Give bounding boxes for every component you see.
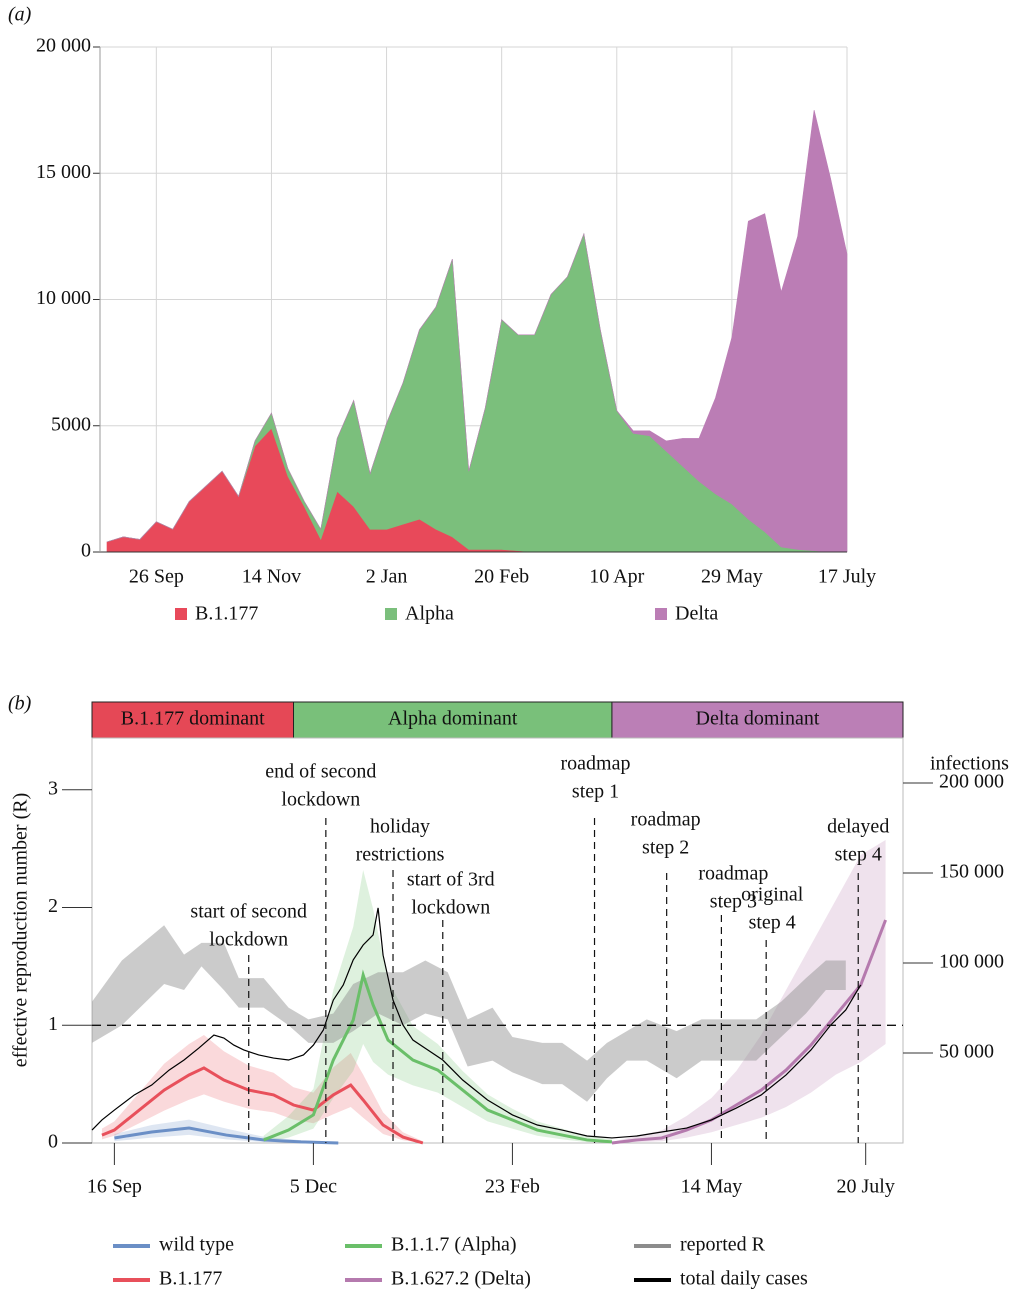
legend-label: B.1.177 bbox=[195, 603, 258, 625]
x-tick-label: 20 Feb bbox=[474, 566, 529, 588]
annotation-label: start of 3rd bbox=[407, 869, 495, 891]
annotation-label: end of second bbox=[265, 761, 376, 783]
area bbox=[106, 110, 848, 553]
legend-label: Alpha bbox=[405, 603, 454, 625]
series-line bbox=[101, 1066, 424, 1145]
y-tick-label: 3 bbox=[48, 777, 58, 799]
y2-tick-label: 100 000 bbox=[939, 951, 1004, 973]
x-tick-label: 29 May bbox=[701, 566, 763, 588]
x-tick-label: 14 Nov bbox=[242, 566, 301, 588]
annotation-label: step 1 bbox=[572, 781, 619, 803]
annotation-label: lockdown bbox=[281, 789, 360, 811]
period-label: B.1.177 dominant bbox=[121, 708, 265, 730]
y-tick-label: 2 bbox=[48, 895, 58, 917]
y-tick-label: 0 bbox=[48, 1131, 58, 1153]
x-tick-label: 5 Dec bbox=[290, 1176, 337, 1198]
x-tick-label: 23 Feb bbox=[485, 1176, 540, 1198]
y2-tick-label: 50 000 bbox=[939, 1041, 994, 1063]
legend-swatch bbox=[655, 608, 667, 620]
legend-label: B.1.627.2 (Delta) bbox=[391, 1268, 531, 1290]
y-tick-label: 10 000 bbox=[36, 287, 91, 309]
annotation-label: roadmap bbox=[631, 809, 701, 831]
series-line bbox=[114, 1126, 339, 1145]
annotation-label: step 4 bbox=[749, 912, 796, 934]
x-tick-label: 14 May bbox=[681, 1176, 743, 1198]
uncertainty-band bbox=[92, 925, 846, 1102]
period-label: Delta dominant bbox=[696, 708, 820, 730]
uncertainty-band bbox=[263, 869, 612, 1143]
legend-swatch bbox=[175, 608, 187, 620]
annotation-label: delayed bbox=[827, 816, 889, 838]
y-tick-label: 15 000 bbox=[36, 161, 91, 183]
annotation-label: start of second bbox=[190, 901, 307, 923]
y-tick-label: 0 bbox=[81, 540, 91, 562]
annotation-label: lockdown bbox=[411, 897, 490, 919]
y2-tick-label: 200 000 bbox=[939, 771, 1004, 793]
period-band bbox=[611, 701, 904, 739]
annotation-label: restrictions bbox=[356, 844, 445, 866]
panel-label: (a) bbox=[8, 4, 32, 26]
series-line bbox=[611, 919, 887, 1145]
y2-axis-title: infections bbox=[930, 753, 1009, 775]
legend-label: Delta bbox=[675, 603, 718, 625]
annotation-label: step 2 bbox=[642, 837, 689, 859]
y-tick-label: 5000 bbox=[51, 413, 91, 435]
legend-swatch bbox=[385, 608, 397, 620]
series-line bbox=[263, 969, 613, 1144]
series-line bbox=[91, 907, 862, 1139]
uncertainty-band bbox=[114, 1119, 339, 1143]
annotation-label: lockdown bbox=[209, 929, 288, 951]
annotation-label: step 3 bbox=[710, 891, 757, 913]
y-axis-title: effective reproduction number (R) bbox=[10, 793, 32, 1068]
y-tick-label: 1 bbox=[48, 1013, 58, 1035]
legend-label: B.1.177 bbox=[159, 1268, 222, 1290]
x-tick-label: 2 Jan bbox=[366, 566, 408, 588]
x-tick-label: 26 Sep bbox=[129, 566, 184, 588]
x-tick-label: 20 July bbox=[837, 1176, 895, 1198]
legend-label: B.1.1.7 (Alpha) bbox=[391, 1234, 517, 1256]
annotation-label: roadmap bbox=[561, 753, 631, 775]
plot-frame bbox=[91, 737, 904, 1144]
legend-label: wild type bbox=[159, 1234, 234, 1256]
y-tick-label: 20 000 bbox=[36, 35, 91, 57]
legend-label: reported R bbox=[680, 1234, 766, 1256]
annotation-label: step 4 bbox=[835, 844, 882, 866]
x-tick-label: 10 Apr bbox=[589, 566, 644, 588]
y2-tick-label: 150 000 bbox=[939, 861, 1004, 883]
legend-label: total daily cases bbox=[680, 1268, 808, 1290]
panel-label: (b) bbox=[8, 693, 32, 715]
x-tick-label: 17 July bbox=[818, 566, 876, 588]
x-tick-label: 16 Sep bbox=[87, 1176, 142, 1198]
period-band bbox=[91, 701, 295, 739]
period-label: Alpha dominant bbox=[388, 708, 518, 730]
annotation-label: roadmap bbox=[698, 863, 768, 885]
annotation-label: holiday bbox=[370, 816, 430, 838]
uncertainty-band bbox=[611, 840, 886, 1143]
annotation-label: original bbox=[741, 884, 804, 906]
